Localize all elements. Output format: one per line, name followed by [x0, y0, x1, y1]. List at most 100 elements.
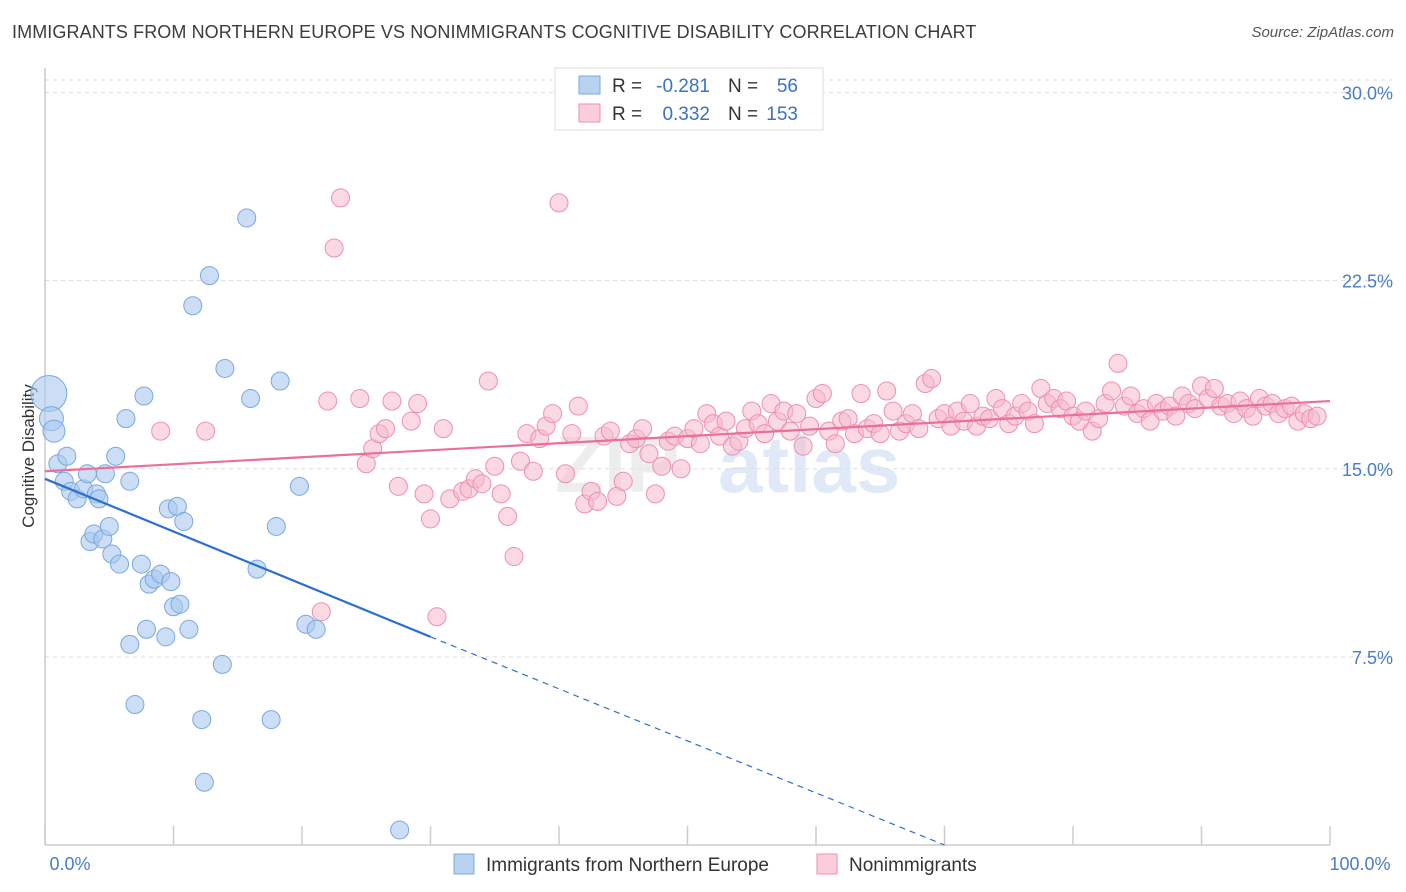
legend-r-label-pink: R = — [612, 104, 642, 125]
correlation-legend: R = -0.281 N = 56 R = 0.332 N = 153 — [554, 67, 824, 131]
grid — [45, 79, 1392, 658]
data-point-nonimmigrants — [311, 602, 331, 622]
legend-n-value-pink: 153 — [766, 104, 798, 125]
data-point-immigrants — [77, 464, 97, 484]
data-point-nonimmigrants — [504, 547, 524, 567]
y-tick-label: 22.5% — [1342, 272, 1393, 292]
data-point-nonimmigrants — [645, 484, 665, 504]
data-point-nonimmigrants — [478, 371, 498, 391]
data-point-immigrants — [174, 511, 194, 531]
data-point-immigrants — [270, 371, 290, 391]
data-point-nonimmigrants — [555, 464, 575, 484]
legend-r-label-blue: R = — [612, 76, 642, 97]
legend-swatch-blue — [578, 75, 601, 95]
data-point-immigrants — [161, 572, 181, 592]
data-point-nonimmigrants — [388, 476, 408, 496]
data-point-nonimmigrants — [196, 421, 216, 441]
data-point-nonimmigrants — [1204, 379, 1224, 399]
y-tick-label: 15.0% — [1342, 460, 1393, 480]
legend-n-label-blue: N = — [728, 76, 758, 97]
data-point-nonimmigrants — [324, 238, 344, 258]
data-point-nonimmigrants — [562, 424, 582, 444]
data-point-immigrants — [106, 446, 126, 466]
data-point-immigrants — [137, 619, 157, 639]
trend-lines — [44, 399, 1331, 846]
data-point-immigrants — [241, 389, 261, 409]
data-point-nonimmigrants — [800, 416, 820, 436]
data-point-nonimmigrants — [427, 607, 447, 627]
trend-line-nonimmigrants — [44, 399, 1331, 473]
legend-n-label-pink: N = — [728, 104, 758, 125]
data-point-nonimmigrants — [922, 368, 942, 388]
trend-line-immigrants — [44, 477, 431, 638]
data-point-immigrants — [237, 208, 257, 228]
data-point-nonimmigrants — [350, 389, 370, 409]
x-tick-label-min: 0.0% — [49, 854, 90, 874]
data-point-immigrants — [266, 516, 286, 536]
data-point-nonimmigrants — [1166, 406, 1186, 426]
data-point-nonimmigrants — [639, 444, 659, 464]
data-point-immigrants — [42, 419, 66, 443]
data-point-nonimmigrants — [1024, 414, 1044, 434]
x-tick-label-max: 100.0% — [1329, 854, 1390, 874]
data-point-immigrants — [57, 446, 77, 466]
data-point-immigrants — [183, 296, 203, 316]
data-point-nonimmigrants — [1108, 353, 1128, 373]
chart-title: IMMIGRANTS FROM NORTHERN EUROPE VS NONIM… — [12, 22, 977, 42]
data-point-nonimmigrants — [960, 394, 980, 414]
data-point-immigrants — [170, 594, 190, 614]
source-label: Source: ZipAtlas.com — [1251, 24, 1394, 41]
data-point-nonimmigrants — [408, 394, 428, 414]
data-point-immigrants — [134, 386, 154, 406]
data-point-immigrants — [199, 266, 219, 286]
legend-swatch-pink — [578, 103, 601, 123]
data-point-nonimmigrants — [652, 456, 672, 476]
data-point-immigrants — [306, 619, 326, 639]
data-point-nonimmigrants — [376, 419, 396, 439]
data-point-immigrants — [99, 516, 119, 536]
data-point-nonimmigrants — [1243, 406, 1263, 426]
legend-n-value-blue: 56 — [777, 76, 798, 97]
data-point-nonimmigrants — [331, 188, 351, 208]
series-immigrants-northern-europe — [30, 208, 410, 840]
legend-r-value-pink: 0.332 — [662, 104, 710, 125]
data-point-nonimmigrants — [787, 404, 807, 424]
bottom-legend-swatch-blue — [453, 853, 475, 875]
data-point-nonimmigrants — [498, 506, 518, 526]
data-point-nonimmigrants — [883, 401, 903, 421]
data-point-nonimmigrants — [793, 436, 813, 456]
data-point-nonimmigrants — [433, 419, 453, 439]
data-point-nonimmigrants — [870, 424, 890, 444]
data-point-nonimmigrants — [1307, 406, 1327, 426]
data-point-nonimmigrants — [1140, 411, 1160, 431]
data-point-immigrants — [390, 820, 410, 840]
data-point-immigrants — [156, 627, 176, 647]
data-point-immigrants — [194, 772, 214, 792]
data-point-nonimmigrants — [716, 411, 736, 431]
data-point-nonimmigrants — [825, 434, 845, 454]
data-point-immigrants — [192, 710, 212, 730]
data-point-nonimmigrants — [485, 456, 505, 476]
data-point-nonimmigrants — [633, 419, 653, 439]
series-nonimmigrants — [151, 188, 1327, 627]
bottom-legend-label-blue: Immigrants from Northern Europe — [486, 855, 769, 876]
bottom-legend-label-pink: Nonimmigrants — [849, 855, 977, 876]
data-point-immigrants — [289, 476, 309, 496]
y-tick-label: 30.0% — [1342, 84, 1393, 104]
data-point-nonimmigrants — [1102, 381, 1122, 401]
data-point-nonimmigrants — [1121, 386, 1141, 406]
legend-r-value-blue: -0.281 — [656, 76, 710, 97]
data-point-immigrants — [110, 554, 130, 574]
data-point-nonimmigrants — [421, 509, 440, 529]
data-point-immigrants — [179, 619, 199, 639]
data-point-nonimmigrants — [755, 424, 775, 444]
x-ticks — [44, 826, 1331, 845]
data-point-immigrants — [125, 695, 145, 715]
data-point-nonimmigrants — [382, 391, 402, 411]
data-point-nonimmigrants — [812, 384, 832, 404]
data-point-nonimmigrants — [600, 421, 620, 441]
data-point-immigrants — [30, 375, 68, 413]
data-point-nonimmigrants — [568, 396, 588, 416]
data-point-nonimmigrants — [588, 491, 608, 511]
